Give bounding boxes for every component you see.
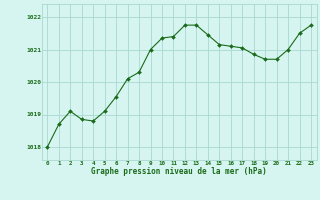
X-axis label: Graphe pression niveau de la mer (hPa): Graphe pression niveau de la mer (hPa) (91, 167, 267, 176)
